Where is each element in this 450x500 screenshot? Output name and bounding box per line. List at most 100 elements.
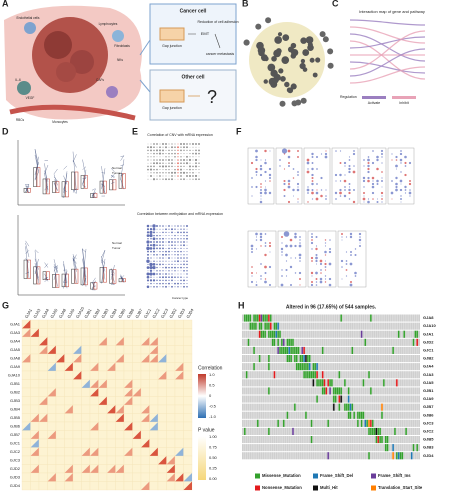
mutation-cell: [386, 436, 389, 444]
dot: [320, 194, 323, 198]
mutation-cell: [349, 411, 352, 419]
label: GJA4: [10, 338, 21, 343]
dot: [177, 254, 179, 256]
dot: [294, 272, 297, 274]
dot: [171, 254, 173, 256]
dot: [324, 278, 327, 280]
heat-cell: [140, 319, 150, 329]
dot: [255, 272, 258, 274]
heat-cell: [132, 404, 142, 414]
mutation-cell: [327, 419, 330, 427]
dot: [306, 170, 310, 174]
dot: [376, 179, 379, 183]
heat-cell: [106, 430, 116, 440]
mutation-cell: [314, 363, 317, 371]
dot: [150, 153, 152, 155]
heat-cell: [72, 430, 82, 440]
mutation-cell: [394, 427, 396, 435]
heat-cell: [21, 379, 31, 389]
dot: [192, 175, 194, 177]
dot: [198, 162, 200, 164]
heat-cell: [132, 481, 142, 491]
dot: [189, 143, 191, 145]
dot: [180, 153, 182, 155]
heat-cell: [149, 319, 159, 329]
dot: [162, 253, 164, 256]
dot: [152, 279, 156, 282]
dot: [147, 250, 149, 253]
heat-triangle: [132, 388, 141, 397]
dot: [188, 158, 192, 162]
mutation-cell: [377, 436, 380, 444]
dot: [268, 167, 272, 171]
dot: [159, 143, 161, 145]
heat-cell: [115, 345, 125, 355]
dot: [156, 260, 158, 262]
dot: [168, 172, 170, 174]
mutation-cell: [295, 363, 298, 371]
label: Cancer type: [172, 296, 189, 300]
dot: [147, 143, 149, 145]
connector: [139, 39, 151, 93]
heat-cell: [106, 481, 116, 491]
dot: [320, 269, 322, 271]
dot: [297, 171, 299, 173]
dot: [367, 200, 370, 204]
dot: [153, 283, 155, 285]
dot: [165, 244, 167, 246]
dot: [159, 162, 161, 165]
heat-cell: [89, 345, 99, 355]
mutation-cell: [312, 371, 315, 379]
vessel: [9, 104, 136, 121]
box: [118, 278, 123, 283]
dot: [150, 276, 152, 278]
dot: [168, 152, 170, 155]
mutation-cell: [321, 371, 324, 379]
heat-cell: [140, 430, 150, 440]
dot: [325, 189, 327, 191]
dot: [147, 159, 149, 161]
dot: [280, 283, 284, 287]
heat-cell: [30, 387, 40, 397]
dot: [198, 169, 200, 171]
dot: [268, 191, 272, 195]
dot: [395, 188, 398, 192]
label: GJA5: [49, 307, 59, 319]
dot: [168, 250, 170, 253]
label: GJA4: [423, 364, 434, 369]
dot: [371, 185, 375, 189]
dot: [195, 169, 197, 171]
pair-line: [44, 164, 49, 175]
dot: [259, 191, 263, 195]
dot: [153, 260, 155, 262]
dot: [174, 276, 176, 279]
dot: [287, 200, 291, 204]
dot: [310, 280, 314, 284]
dot: [376, 198, 379, 200]
pair-line: [53, 265, 58, 287]
heat-cell: [89, 336, 99, 346]
dot: [171, 285, 173, 288]
heat-cell: [64, 328, 74, 338]
label: GJA3: [10, 330, 21, 335]
heat-triangle: [98, 379, 107, 388]
dot: [171, 228, 173, 231]
dot: [297, 186, 299, 188]
dot: [264, 159, 267, 161]
heat-cell: [55, 455, 65, 465]
dot: [168, 279, 170, 281]
dot: [177, 172, 179, 174]
mutation-cell: [249, 314, 252, 322]
dot: [165, 162, 167, 164]
heat-cell: [123, 464, 133, 474]
heat-cell: [115, 481, 125, 491]
heat-cell: [30, 362, 40, 372]
label: Tumor: [112, 171, 121, 175]
dot: [299, 257, 301, 259]
mutation-cell: [410, 452, 413, 460]
dot: [348, 159, 351, 161]
dot: [159, 270, 161, 272]
mutation-cell: [290, 346, 293, 354]
mutation-cell: [254, 322, 257, 330]
dot: [159, 175, 161, 177]
